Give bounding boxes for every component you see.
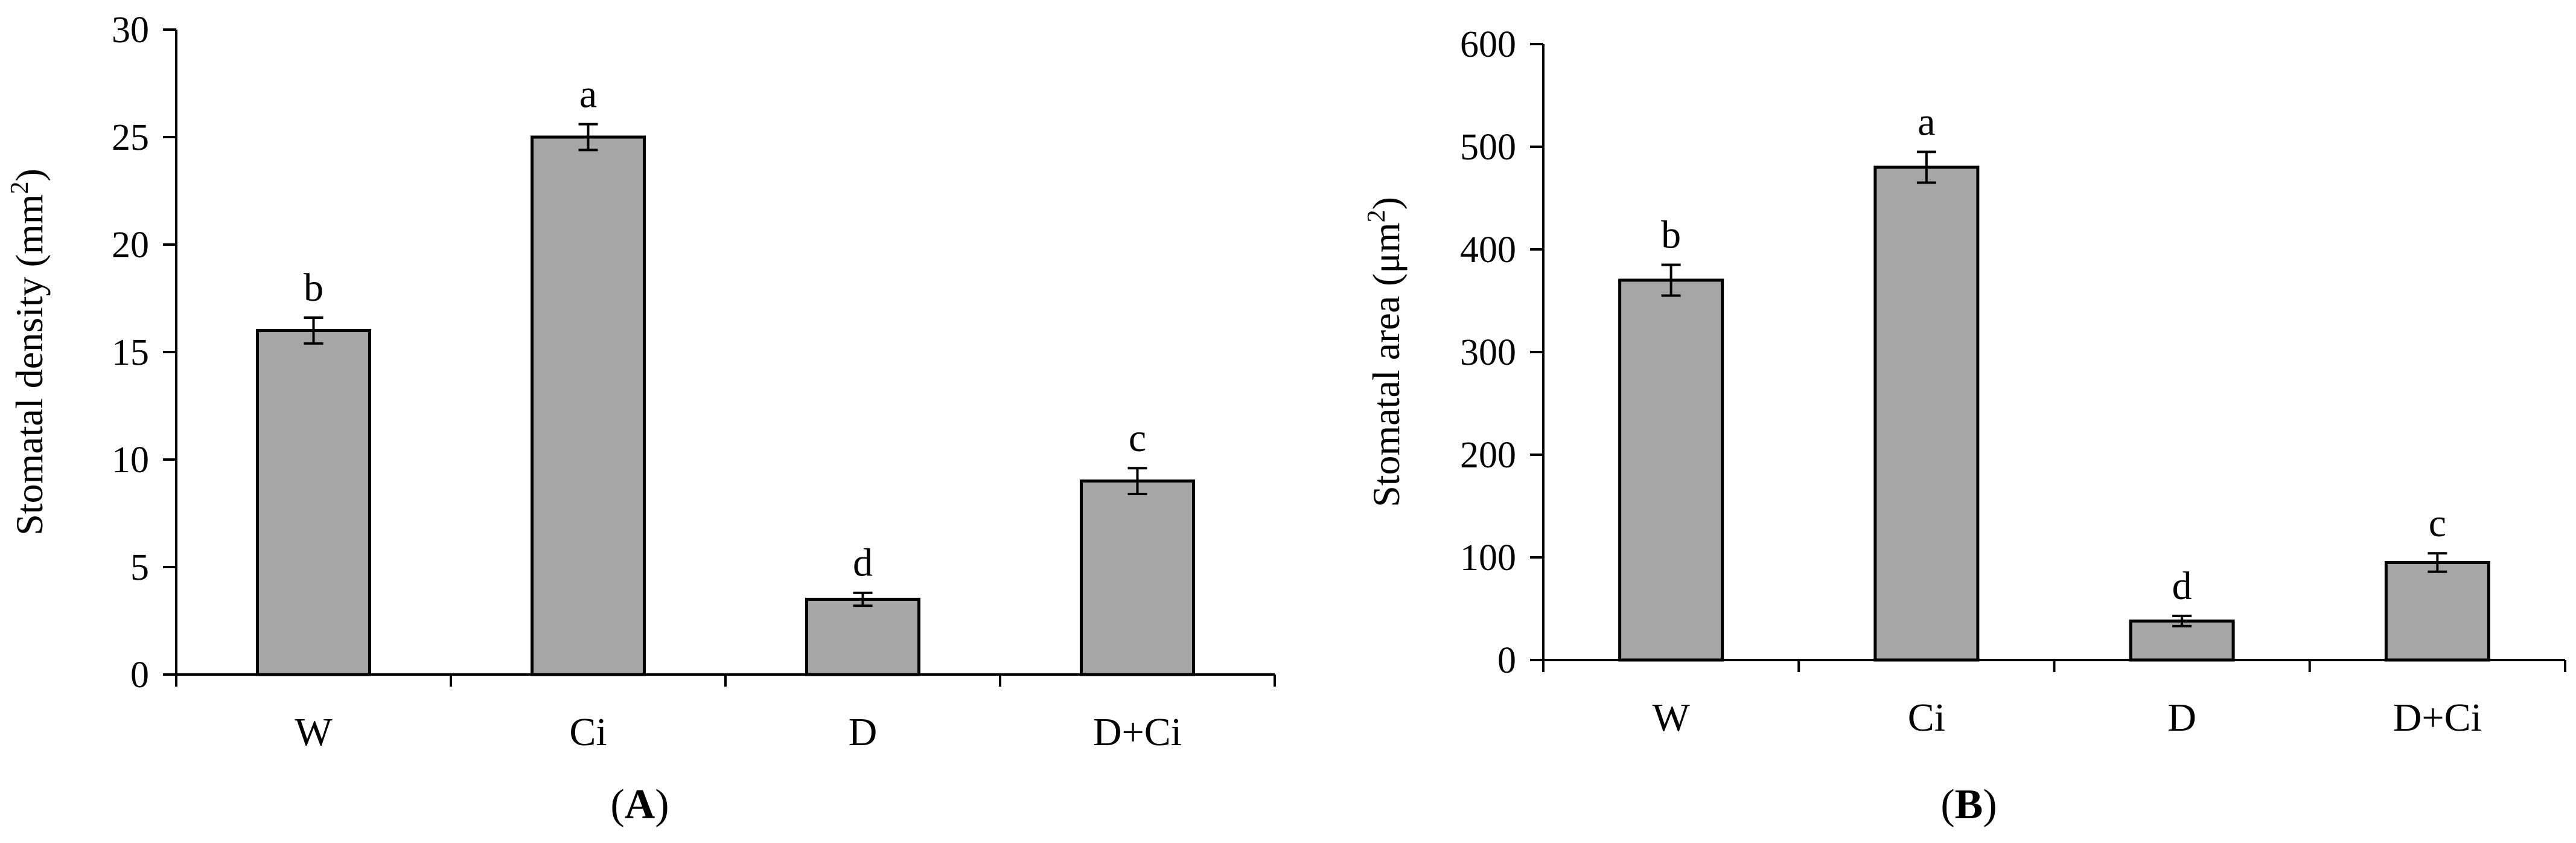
- a-bar-3: [1080, 479, 1195, 676]
- a-panel-label-close: ): [655, 781, 669, 828]
- b-category-label-2: D: [2167, 696, 2196, 740]
- a-category-label-1: Ci: [569, 710, 607, 754]
- b-y-axis-title-superscript: 2: [1363, 210, 1391, 222]
- a-y-tick-label-1: 5: [130, 547, 149, 588]
- b-significance-label-1: a: [1918, 100, 1935, 144]
- b-bar-1: [1873, 165, 1980, 662]
- b-y-axis-title-close: ): [1365, 197, 1408, 210]
- a-y-axis-title: Stomatal density (mm2): [6, 168, 51, 536]
- b-bar-3: [2384, 561, 2490, 662]
- b-y-tick-label-2: 200: [1460, 435, 1516, 476]
- b-panel-label-close: ): [1983, 781, 1997, 828]
- b-y-tick-label-0: 0: [1497, 640, 1516, 681]
- a-y-tick-label-2: 10: [112, 440, 149, 481]
- b-panel-label-letter: B: [1955, 781, 1983, 828]
- a-y-tick-label-3: 15: [112, 332, 149, 373]
- panel-b: b Wa Ci d Dc D+Ci 0 100 200 300 400 500 600 Stomatal …: [1363, 24, 2566, 828]
- b-significance-label-3: c: [2429, 501, 2446, 545]
- a-category-label-2: D: [849, 710, 878, 754]
- b-bar-0: [1618, 278, 1724, 662]
- a-y-axis-title-close: ): [8, 168, 51, 181]
- a-category-label-3: D+Ci: [1093, 710, 1182, 754]
- a-significance-label-3: c: [1129, 416, 1146, 460]
- b-panel-label: (B): [1940, 781, 1997, 828]
- a-y-tick-label-6: 30: [112, 10, 149, 51]
- a-panel-label: (A): [610, 781, 669, 828]
- a-y-axis-title-text: Stomatal density (mm: [8, 194, 51, 536]
- a-significance-label-0: b: [304, 266, 324, 310]
- b-y-tick-label-1: 100: [1460, 537, 1516, 579]
- b-category-label-0: W: [1652, 696, 1690, 740]
- b-y-axis-title-text: Stomatal area (μm: [1365, 222, 1408, 507]
- b-category-label-3: D+Ci: [2393, 696, 2482, 740]
- b-y-tick-label-4: 400: [1460, 229, 1516, 271]
- a-significance-label-2: d: [853, 541, 873, 585]
- a-y-tick-label-0: 0: [130, 655, 149, 696]
- b-y-tick-label-3: 300: [1460, 332, 1516, 373]
- b-significance-label-2: d: [2172, 564, 2192, 608]
- b-y-axis-title: Stomatal area (μm2): [1363, 197, 1408, 507]
- panel-a: b Wa Ci d Dc D+Ci 0 5 10 15 20 25 30 Stomatal density…: [6, 10, 1276, 828]
- b-panel-label-open: (: [1940, 781, 1954, 828]
- a-y-tick-label-4: 20: [112, 225, 149, 266]
- b-category-label-1: Ci: [1908, 696, 1945, 740]
- a-bar-1: [531, 135, 646, 676]
- a-panel-label-open: (: [610, 781, 624, 828]
- b-y-tick-label-6: 600: [1460, 24, 1516, 65]
- a-significance-label-1: a: [579, 72, 597, 117]
- b-y-tick-label-5: 500: [1460, 127, 1516, 168]
- a-y-tick-label-5: 25: [112, 117, 149, 158]
- a-panel-label-letter: A: [625, 781, 655, 828]
- a-bar-0: [256, 329, 371, 676]
- b-significance-label-0: b: [1661, 213, 1681, 257]
- a-bar-2: [805, 597, 920, 676]
- a-y-axis-title-superscript: 2: [6, 182, 34, 194]
- a-category-label-0: W: [295, 710, 333, 754]
